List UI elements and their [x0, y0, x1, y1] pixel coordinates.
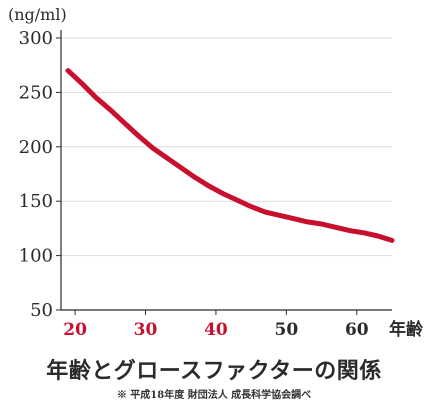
- x-tick-label-50: 50: [275, 320, 299, 340]
- y-tick-label-250: 250: [19, 82, 53, 103]
- x-axis-label: 年齢: [389, 319, 424, 340]
- series-line-0: [65, 68, 395, 243]
- x-tick-label-30: 30: [134, 320, 158, 340]
- chart-title: 年齢とグロースファクターの関係: [46, 358, 382, 384]
- x-tick-label-20: 20: [63, 320, 87, 340]
- y-axis-label: (ng/ml): [8, 5, 67, 24]
- y-tick-label-50: 50: [30, 300, 53, 321]
- chart-source-note: ※ 平成18年度 財団法人 成長科学協会調べ: [116, 390, 312, 401]
- growth-factor-line-chart: 50 100 150 200 250 300 20 30 40 50 60 (ng/ml) 年齢: [8, 5, 424, 340]
- y-tick-label-100: 100: [19, 246, 53, 267]
- y-tick-label-300: 300: [19, 28, 53, 49]
- x-tick-label-40: 40: [204, 320, 228, 340]
- x-tick-label-60: 60: [345, 320, 369, 340]
- y-tick-label-150: 150: [19, 191, 53, 212]
- y-tick-label-200: 200: [19, 137, 53, 158]
